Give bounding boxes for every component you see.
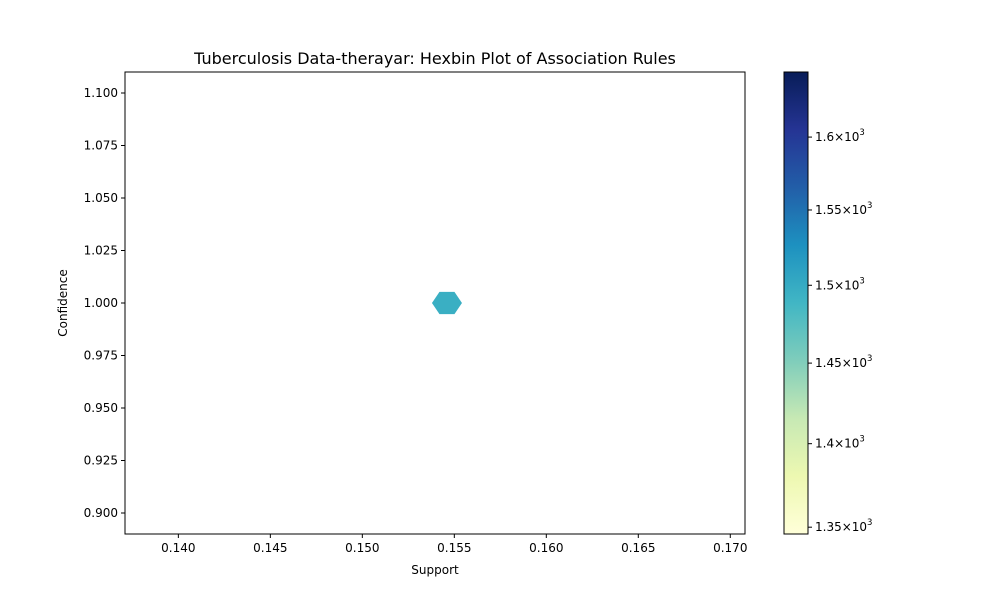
colorbar-tick-label: 1.45×103 (815, 354, 872, 370)
hexbin-cell (431, 291, 462, 315)
x-tick-label: 0.170 (713, 541, 747, 555)
y-axis: 0.900 0.925 0.950 0.975 1.000 1.025 1.050 1.075… (84, 86, 125, 520)
x-tick-label: 0.145 (253, 541, 287, 555)
y-tick-label: 0.925 (84, 454, 118, 468)
y-tick-label: 1.025 (84, 244, 118, 258)
colorbar-tick-label: 1.5×103 (815, 276, 865, 292)
y-tick-label: 1.075 (84, 139, 118, 153)
chart-title: Tuberculosis Data-therayar: Hexbin Plot … (193, 49, 676, 68)
y-tick-label: 1.000 (84, 296, 118, 310)
y-axis-label: Confidence (56, 269, 70, 336)
y-tick-label: 0.950 (84, 401, 118, 415)
colorbar (783, 71, 809, 535)
x-axis-label: Support (411, 563, 459, 577)
x-tick-label: 0.165 (621, 541, 655, 555)
y-tick-label: 1.050 (84, 191, 118, 205)
x-tick-label: 0.155 (437, 541, 471, 555)
colorbar-tick-label: 1.35×103 (815, 518, 872, 534)
y-tick-label: 0.975 (84, 349, 118, 363)
x-axis: 0.140 0.145 0.150 0.155 0.160 0.165 0.170 (161, 534, 747, 555)
colorbar-axis: 1.35×103 1.4×103 1.45×103 1.5×103 1.55×103 1.… (808, 128, 872, 534)
colorbar-tick-label: 1.55×103 (815, 201, 872, 217)
hexbin-layer (431, 291, 462, 315)
colorbar-tick-label: 1.6×103 (815, 128, 865, 144)
x-tick-label: 0.140 (161, 541, 195, 555)
y-tick-label: 0.900 (84, 506, 118, 520)
x-tick-label: 0.160 (529, 541, 563, 555)
y-tick-label: 1.100 (84, 86, 118, 100)
colorbar-tick-label: 1.4×103 (815, 435, 865, 451)
x-tick-label: 0.150 (345, 541, 379, 555)
